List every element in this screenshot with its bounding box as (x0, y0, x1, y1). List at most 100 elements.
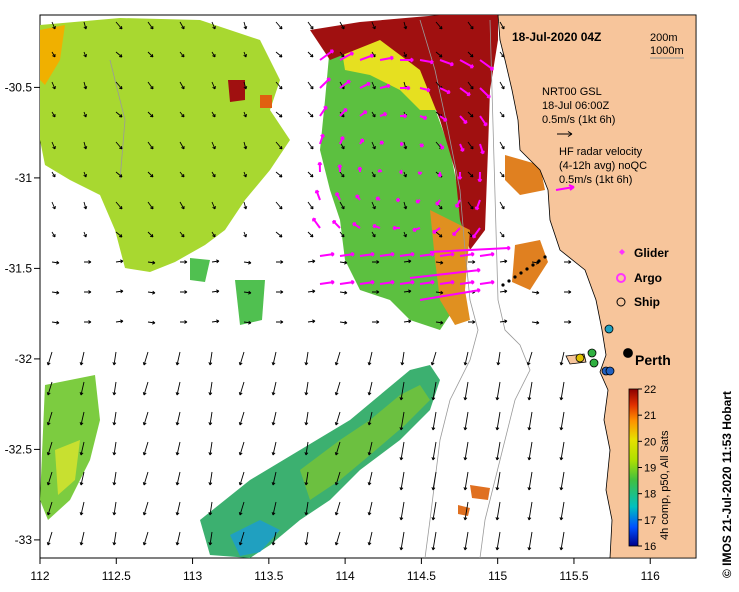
gsl-arrow (238, 441, 245, 456)
gsl-arrow (463, 441, 469, 461)
hf-radar-arrow (359, 81, 371, 89)
gsl-arrow (243, 81, 248, 90)
hf-radar-arrow (319, 251, 335, 257)
gsl-arrow (46, 381, 53, 396)
gsl-arrow (431, 471, 437, 491)
gsl-arrow (208, 441, 213, 456)
hf-radar-arrow (400, 113, 407, 119)
gsl-arrow (371, 21, 376, 30)
gsl-arrow (83, 81, 88, 90)
hf-radar-arrow (379, 83, 391, 89)
gsl-arrow (467, 141, 474, 150)
gsl-arrow (51, 81, 56, 90)
ship-marker[interactable] (587, 348, 597, 358)
gsl-arrow (371, 81, 376, 90)
gsl-arrow (499, 319, 508, 324)
gsl-arrow (463, 501, 469, 521)
land-mass (497, 15, 696, 558)
gsl-arrow (46, 471, 53, 486)
gsl-arrow (84, 320, 92, 324)
gsl-arrow (559, 351, 565, 366)
hf-radar-arrow (472, 227, 481, 239)
depth-legend-1000m: 1000m (650, 45, 684, 57)
hf-radar-arrow (479, 115, 488, 127)
ship-marker[interactable] (589, 358, 599, 368)
hf-radar-arrow (319, 105, 328, 117)
gsl-arrow (499, 231, 505, 238)
gsl-arrow (367, 501, 373, 516)
hf-radar-arrow (339, 79, 351, 89)
hf-radar-arrow (317, 161, 323, 173)
gsl-arrow (179, 21, 185, 30)
hf-radar-arrow (400, 57, 414, 63)
gsl-arrow (495, 531, 501, 551)
hf-radar-arrow (399, 251, 415, 257)
gsl-arrow (211, 111, 216, 118)
gsl-arrow (403, 141, 408, 150)
gsl-arrow (367, 351, 373, 366)
credit-text: © IMOS 21-Jul-2020 11:53 Hobart (720, 391, 734, 578)
hf-radar-arrow (455, 199, 461, 209)
gsl-arrow (499, 289, 508, 294)
gsl-arrow (208, 351, 213, 366)
gsl-arrow (399, 531, 405, 551)
hf-radar-arrow (335, 191, 341, 201)
gsl-arrow (371, 201, 376, 210)
gsl-arrow (147, 141, 154, 150)
hf-radar-arrow (339, 51, 355, 61)
sst-patch-south-cool (230, 520, 280, 556)
gsl-arrow (564, 290, 572, 294)
ship-marker[interactable] (575, 353, 585, 363)
sst-patch-small-2 (190, 258, 210, 282)
gsl-arrow (142, 381, 149, 396)
gsl-arrow (334, 381, 341, 396)
ship-markers (575, 324, 633, 376)
gsl-arrow (211, 201, 216, 210)
gsl-arrow (276, 290, 284, 294)
colorbar-tick-label: 19 (644, 463, 656, 475)
gsl-arrow (179, 141, 185, 150)
gsl-arrow (238, 531, 245, 546)
gsl-arrow (175, 351, 181, 366)
ship-marker[interactable] (604, 324, 614, 334)
hf-radar-arrow (439, 143, 445, 150)
gsl-arrow (339, 320, 348, 325)
hf-radar-arrow (459, 279, 475, 285)
gsl-arrow (559, 411, 565, 431)
argo-legend-label: Argo (634, 271, 662, 285)
ship-marker[interactable] (605, 366, 615, 376)
gsl-arrow (83, 231, 87, 238)
gsl-arrow (499, 111, 505, 118)
gsl-arrow (467, 81, 474, 90)
gsl-arrow (79, 381, 85, 396)
hf-radar-arrow (439, 251, 455, 257)
hf-radar-arrow (479, 87, 491, 99)
gsl-arrow (399, 411, 405, 431)
gsl-arrow (307, 21, 314, 30)
gsl-arrow (435, 320, 444, 325)
gsl-arrow (112, 501, 117, 516)
gsl-arrow (559, 501, 565, 521)
hf-radar-arrow (359, 279, 375, 285)
hf-radar-arrow (459, 115, 468, 125)
hf-radar-arrow (314, 189, 321, 201)
gsl-arrow (51, 201, 56, 210)
gsl-arrow (275, 111, 283, 118)
gsl-arrow (115, 171, 123, 178)
gsl-arrow (208, 471, 213, 486)
gsl-arrow (208, 381, 213, 396)
gsl-arrow (276, 320, 284, 324)
gsl-arrow (463, 381, 469, 401)
gsl-arrow (243, 111, 247, 118)
colorbar-ticks: 22 21 20 19 18 17 16 (638, 384, 656, 553)
gsl-arrow (147, 81, 154, 90)
map-title: 18-Jul-2020 04Z (512, 30, 601, 44)
ship-marker[interactable] (623, 348, 633, 358)
hf-radar-arrow (319, 279, 335, 285)
hf-radar-arrow (419, 87, 431, 93)
gsl-arrow (175, 471, 181, 486)
gsl-arrow (115, 111, 123, 118)
gsl-arrow (304, 501, 309, 516)
gsl-arrow (83, 141, 88, 150)
y-tick-label: -31 (15, 171, 33, 185)
